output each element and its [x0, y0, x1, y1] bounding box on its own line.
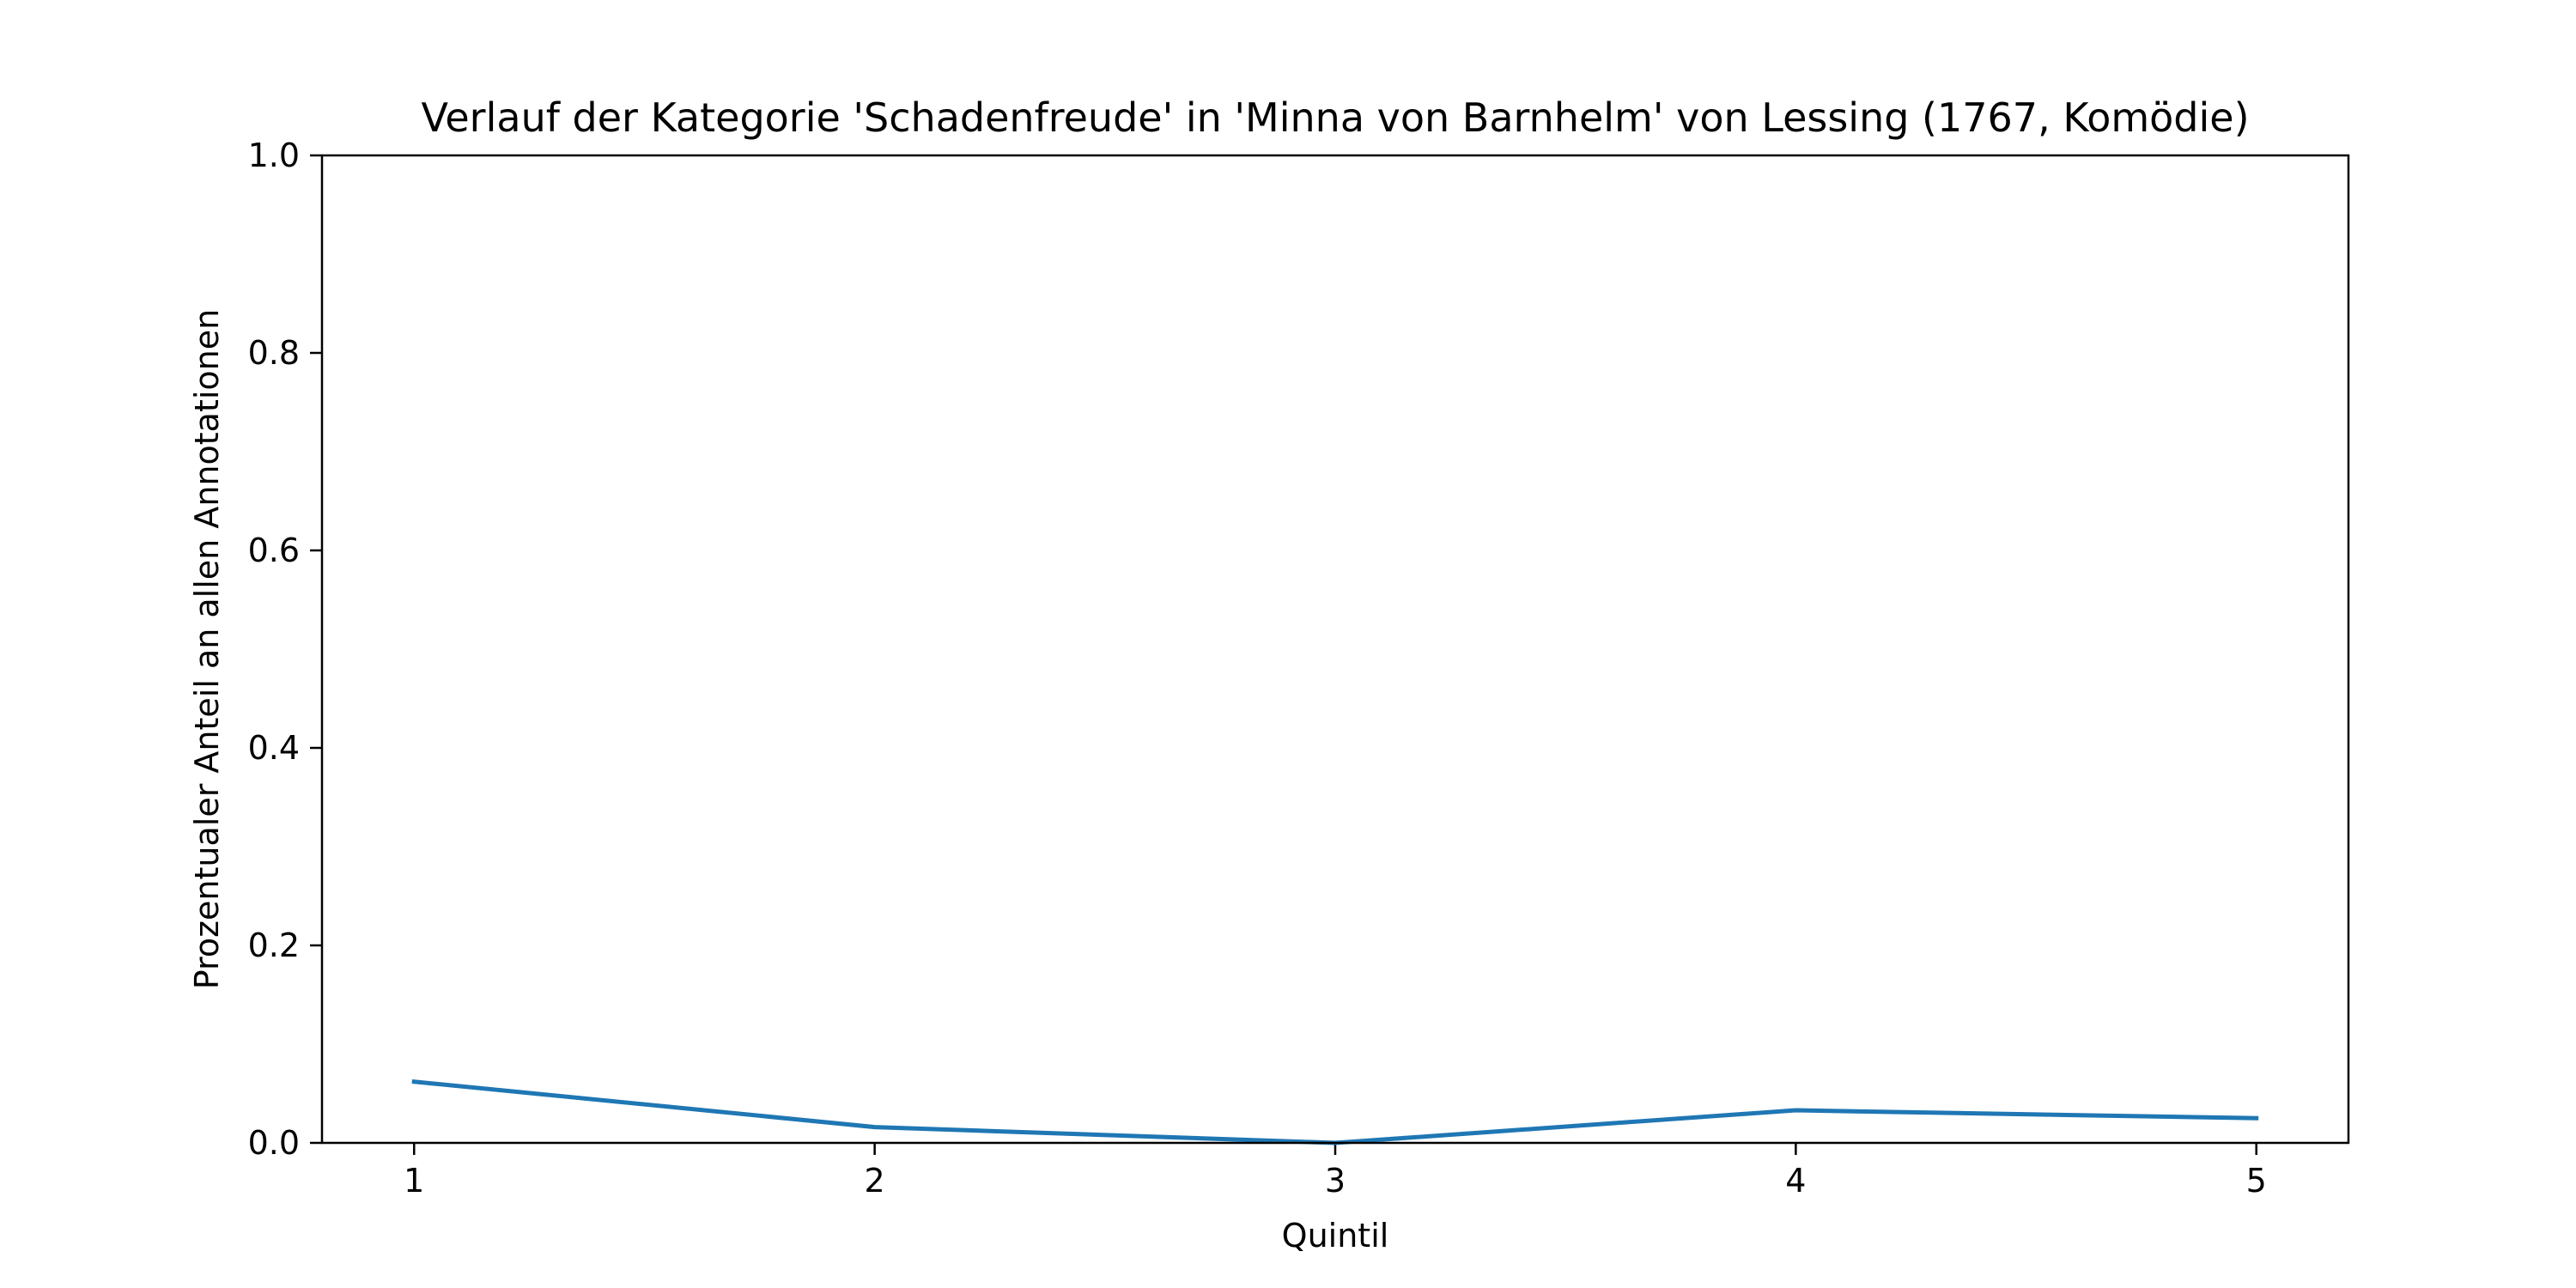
y-tick-label: 0.4	[248, 729, 300, 767]
x-tick-label: 1	[404, 1162, 424, 1200]
x-tick-label: 2	[865, 1162, 885, 1200]
y-tick-label: 0.8	[248, 334, 300, 372]
y-axis-ticks: 0.0 0.2 0.4 0.6 0.8 1.0	[248, 137, 322, 1162]
x-tick-label: 3	[1325, 1162, 1346, 1200]
y-tick-label: 0.6	[248, 532, 300, 569]
y-tick-label: 0.2	[248, 927, 300, 964]
y-tick-label: 1.0	[248, 137, 300, 174]
x-axis-ticks: 1 2 3 4 5	[404, 1143, 2267, 1200]
plot-area-frame	[320, 154, 2350, 1145]
x-tick-label: 4	[1785, 1162, 1806, 1200]
chart-title: Verlauf der Kategorie 'Schadenfreude' in…	[421, 94, 2249, 141]
x-axis-label: Quintil	[1282, 1217, 1389, 1255]
y-tick-label: 0.0	[248, 1124, 300, 1162]
x-tick-label: 5	[2246, 1162, 2267, 1200]
y-axis-label: Prozentualer Anteil an allen Annotatione…	[188, 309, 226, 989]
